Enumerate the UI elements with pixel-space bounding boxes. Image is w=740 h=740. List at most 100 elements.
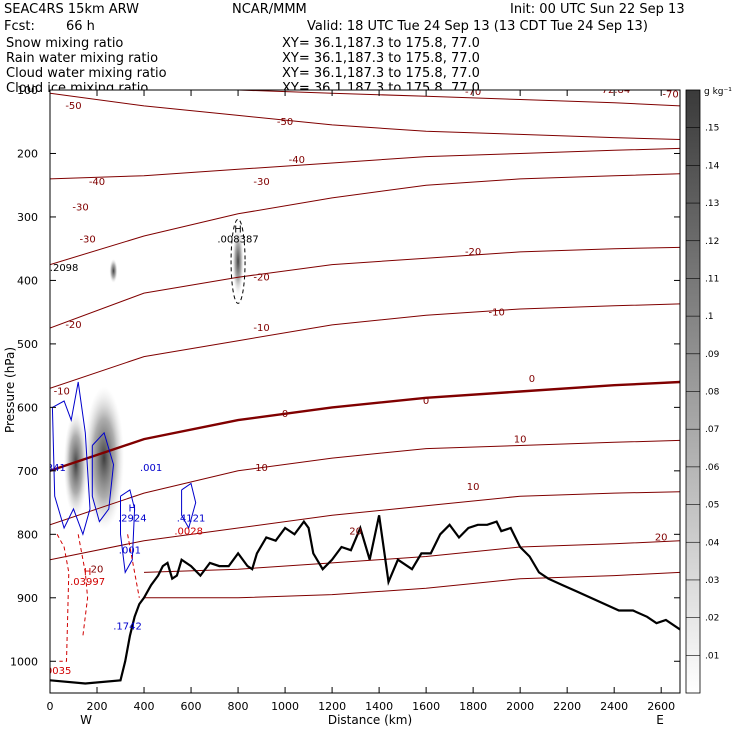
isotherm (50, 303, 680, 389)
x-tick-label: 200 (87, 700, 108, 713)
isotherm-label: 20 (655, 533, 668, 544)
colorbar-unit: g kg⁻¹ (704, 87, 732, 97)
x-tick-label: 1800 (459, 700, 487, 713)
cloud-water-contour (51, 381, 91, 536)
isotherm (50, 380, 680, 472)
x-endpoint-west: W (80, 713, 92, 727)
y-tick-label: 400 (17, 274, 38, 287)
x-tick-label: 2000 (506, 700, 534, 713)
y-tick-label: 700 (17, 465, 38, 478)
isotherm-label: 0 (282, 409, 288, 420)
rain-contour (56, 534, 70, 662)
maximum-marker: H (129, 504, 137, 515)
y-tick-label: 800 (17, 528, 38, 541)
colorbar-tick-label: .01 (705, 651, 719, 661)
snow-shading (63, 228, 244, 530)
maximum-value: .0028 (174, 526, 203, 537)
legend-entry-name: Cloud water mixing ratio (6, 66, 167, 81)
legend-entry-xy: XY= 36.1,187.3 to 175.8, 77.0 (282, 51, 480, 66)
maximum-value: .001 (119, 545, 141, 556)
colorbar-tick-label: .1 (705, 312, 714, 322)
isotherm (50, 439, 680, 526)
isotherm (50, 147, 680, 180)
colorbar-tick-label: .15 (705, 124, 719, 134)
center-title: NCAR/MMM (232, 2, 307, 17)
plot-area: H.008387.2098H.03997.0035.0028H.2924.174… (43, 76, 680, 693)
colorbar-tick-label: .11 (705, 274, 719, 284)
isotherm-label: -50 (65, 101, 81, 112)
maximum-value: .2924 (118, 514, 147, 525)
y-tick-label: 300 (17, 211, 38, 224)
x-axis: 0 200 400 600 800 1000 1200 1400 1600 1800 2000 220… (47, 90, 675, 713)
isotherm-label: -30 (72, 203, 88, 214)
colorbar-tick-label: .03 (705, 576, 719, 586)
isotherm-label: 10 (467, 482, 480, 493)
isotherm-label: -10 (54, 387, 70, 398)
legend-entry-name: Snow mixing ratio (6, 36, 123, 51)
x-tick-label: 400 (134, 700, 155, 713)
colorbar-tick-label: .08 (705, 388, 720, 398)
isotherm-label: -72.98 (593, 76, 625, 87)
isotherm (50, 92, 680, 140)
colorbar: g kg⁻¹ .01 .02 .03 .04 .05 .06 .07 .08 .09 .1 .11.… (685, 87, 732, 694)
x-tick-label: 0 (47, 700, 54, 713)
terrain-line (50, 515, 680, 685)
x-tick-label: 800 (228, 700, 249, 713)
isotherm-label: 20 (349, 526, 362, 537)
legend-entry-xy: XY= 36.1,187.3 to 175.8, 77.0 (282, 66, 480, 81)
colorbar-tick-label: .07 (705, 425, 719, 435)
isotherm-label: -72.71 (481, 82, 513, 93)
x-endpoint-east: E (656, 713, 664, 727)
isotherm-label: -40 (289, 155, 305, 166)
y-tick-label: 100 (17, 84, 38, 97)
y-tick-label: 1000 (10, 655, 38, 668)
legend-entry-name: Rain water mixing ratio (6, 51, 158, 66)
maximum-value: .0035 (43, 666, 72, 677)
colorbar-tick-label: .04 (705, 538, 720, 548)
rain-contour (127, 534, 140, 598)
colorbar-tick-label: .09 (705, 350, 720, 360)
x-tick-label: 2600 (647, 700, 675, 713)
y-tick-label: 600 (17, 401, 38, 414)
cloud-water-contour (91, 431, 115, 523)
x-tick-label: 1200 (318, 700, 346, 713)
cloud-water-contour (120, 489, 136, 574)
colorbar-tick-label: .05 (705, 501, 719, 511)
isotherm-label: 0 (423, 396, 429, 407)
x-tick-label: 1400 (365, 700, 393, 713)
y-tick-label: 900 (17, 592, 38, 605)
isotherm-label: -20 (465, 247, 481, 258)
legend-entry-xy: XY= 36.1,187.3 to 175.8, 77.0 (282, 36, 480, 51)
plot-background (50, 90, 680, 693)
isotherm-label: -30 (253, 177, 269, 188)
isotherm-label: 10 (514, 434, 527, 445)
rain-contours (56, 218, 246, 662)
isotherm-label: -10 (253, 323, 269, 334)
isotherm (144, 571, 680, 599)
isotherm-label: 10 (255, 463, 268, 474)
snow-blob (84, 386, 125, 530)
maximum-marker: H (84, 567, 92, 578)
maximum-value: .2098 (50, 263, 79, 274)
init-time: Init: 00 UTC Sun 22 Sep 13 (510, 2, 685, 17)
snow-blob (63, 412, 88, 517)
x-tick-label: 1000 (271, 700, 299, 713)
isotherm (50, 491, 680, 561)
temperature-contours (50, 90, 680, 599)
rain-contour (77, 534, 89, 636)
colorbar-tick-label: .12 (705, 237, 719, 247)
maximum-marker: H (234, 224, 242, 235)
isotherm (238, 90, 680, 107)
isotherm-label: -30 (79, 234, 95, 245)
isotherm-label: -10 (488, 307, 504, 318)
y-axis-label: Pressure (hPa) (3, 347, 17, 433)
isotherm (143, 540, 680, 573)
fcst-label: Fcst: (4, 19, 35, 34)
isotherm-label: -70 (662, 90, 678, 101)
x-tick-label: 1600 (412, 700, 440, 713)
isotherm-label: -20 (65, 320, 81, 331)
maximum-value: .008387 (217, 234, 258, 245)
isotherm (50, 246, 680, 329)
isotherm-label: -40 (89, 177, 105, 188)
